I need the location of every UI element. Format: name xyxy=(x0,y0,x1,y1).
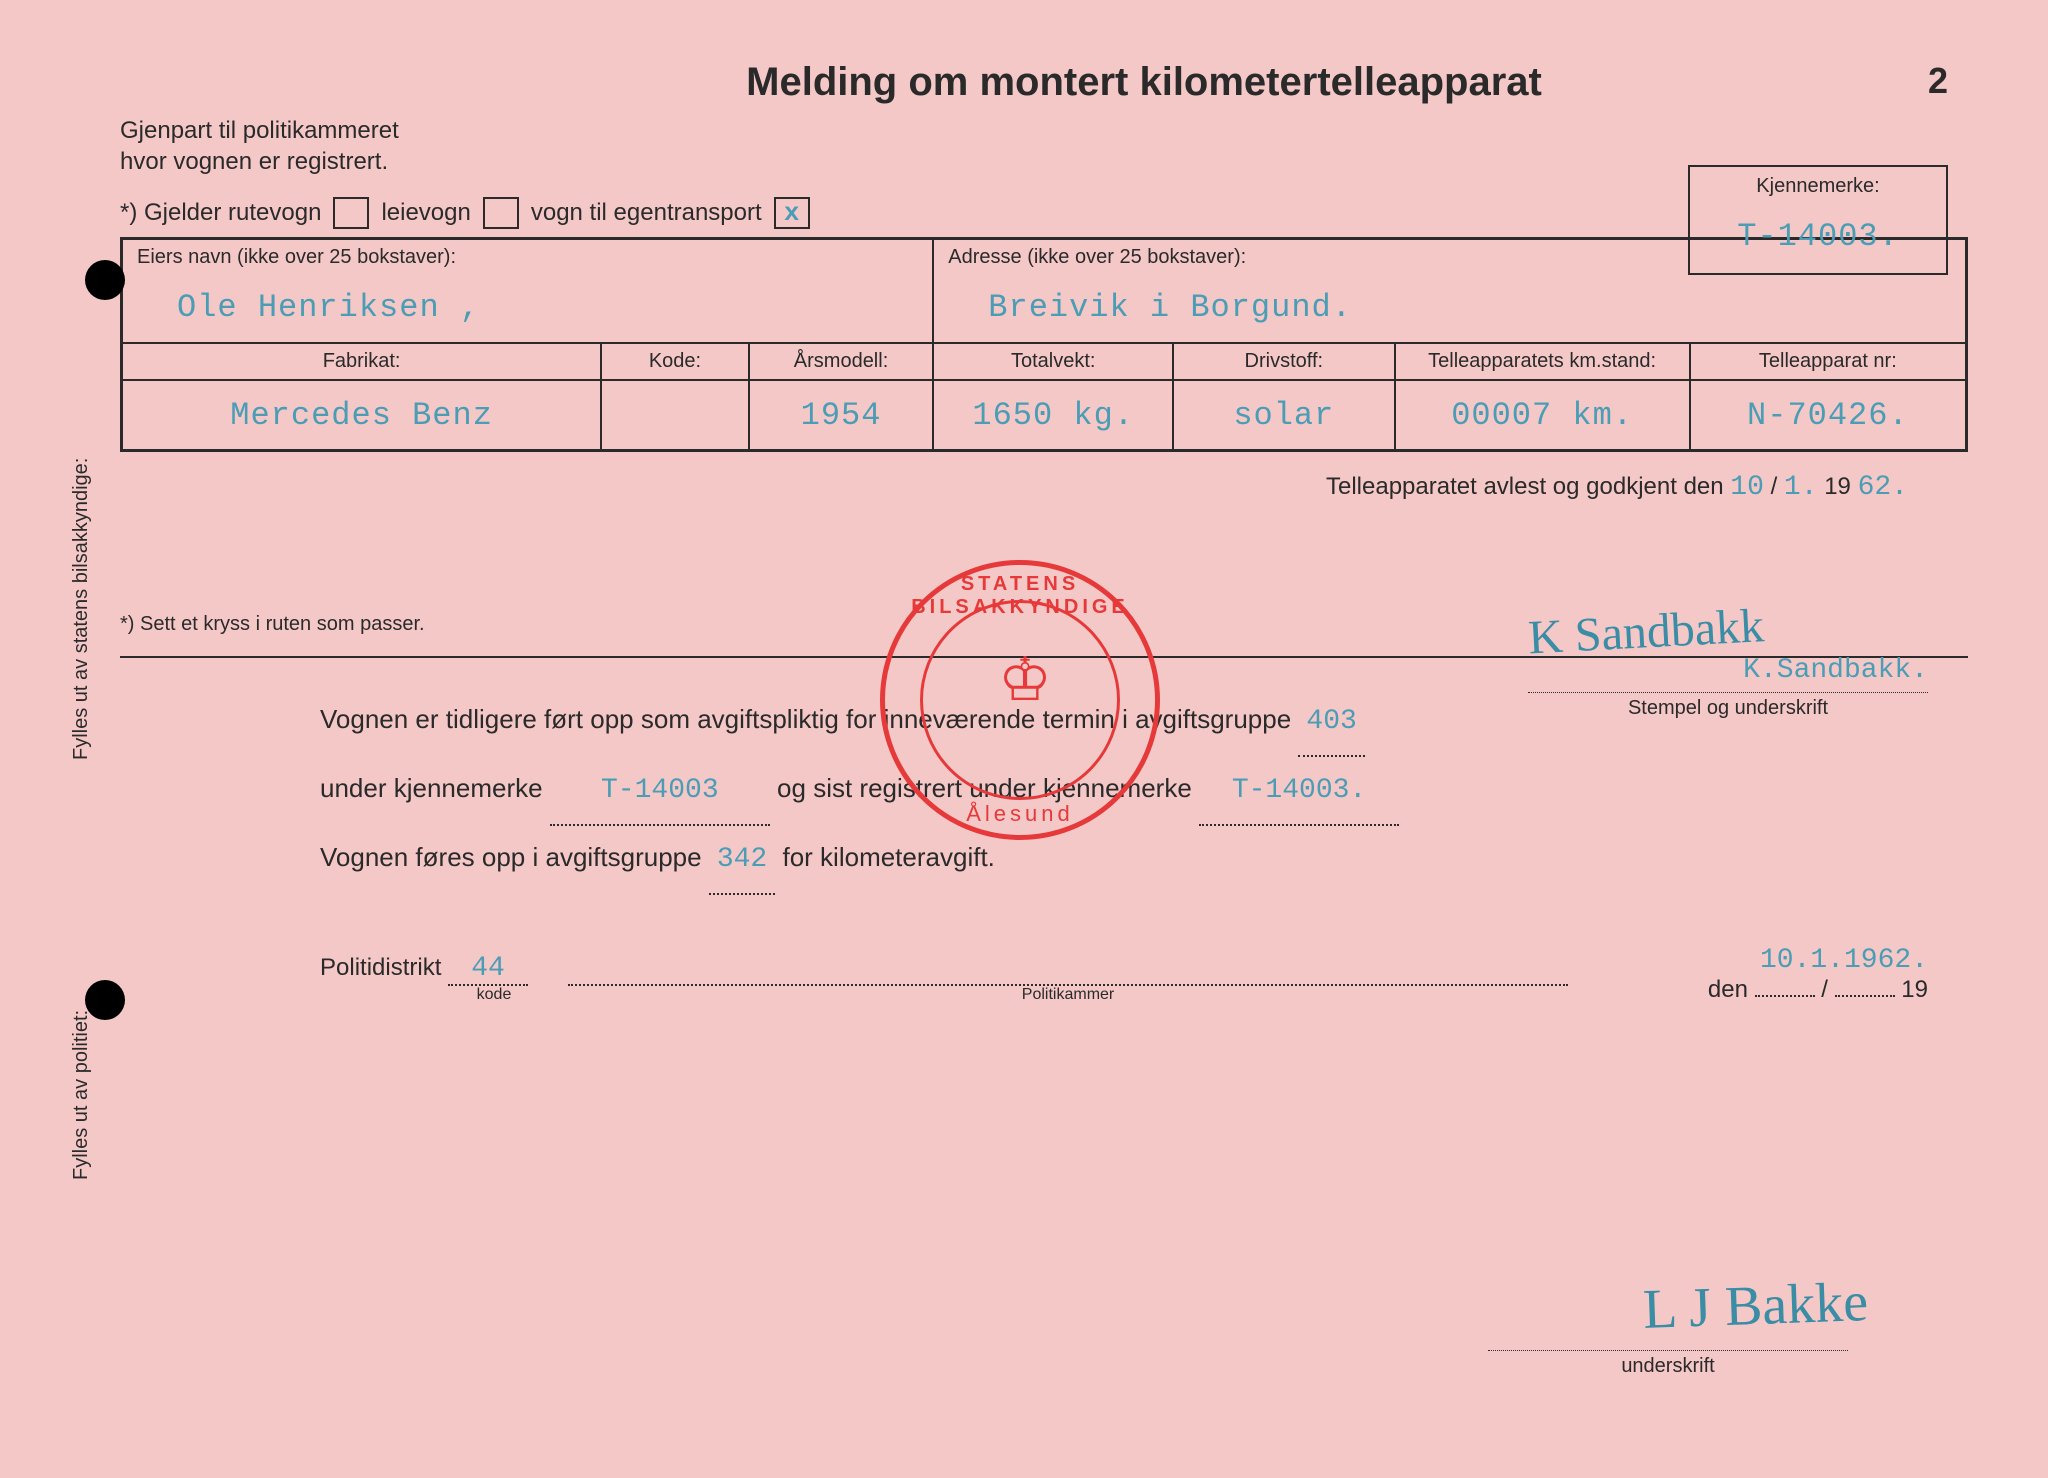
kjennemerke-2: T-14003. xyxy=(1199,757,1399,826)
avgiftsgruppe-1: 403 xyxy=(1298,688,1364,757)
kjennemerke-value: T-14003. xyxy=(1702,218,1934,255)
lower-line3a-text: Vognen føres opp i avgiftsgruppe xyxy=(320,842,702,872)
politikammer-sublabel: Politikammer xyxy=(568,986,1568,1004)
page-number: 2 xyxy=(1928,60,1948,102)
politidistrikt-label: Politidistrikt xyxy=(320,954,441,981)
checkbox-label-leievogn: leievogn xyxy=(381,199,470,227)
subtitle-line-1: Gjenpart til politikammeret xyxy=(120,115,1968,146)
kjennemerke-label: Kjennemerke: xyxy=(1702,175,1934,198)
kmstand-label: Telleapparatets km.stand: xyxy=(1410,350,1675,373)
slash: / xyxy=(1821,976,1828,1003)
avlest-year-prefix: 19 xyxy=(1824,473,1851,500)
arsmodell-value: 1954 xyxy=(801,397,882,434)
document-page: 2 Melding om montert kilometertelleappar… xyxy=(0,0,2048,1478)
checkbox-egentransport: x xyxy=(774,197,810,229)
avlest-text: Telleapparatet avlest og godkjent den xyxy=(1326,473,1724,500)
fabrikat-label: Fabrikat: xyxy=(137,350,586,373)
stamp-coat-of-arms-icon: ♔ xyxy=(990,645,1060,745)
owner-name-label: Eiers navn (ikke over 25 bokstaver): xyxy=(137,246,918,269)
owner-address-value: Breivik i Borgund. xyxy=(948,269,1951,336)
side-label-bilsakkyndige: Fylles ut av statens bilsakkyndige: xyxy=(70,280,93,760)
signature-script-2: L J Bakke xyxy=(1642,1270,1869,1342)
arsmodell-label: Årsmodell: xyxy=(764,350,919,373)
telleapparat-value: N-70426. xyxy=(1747,397,1909,434)
punch-hole xyxy=(85,260,125,300)
side-label-politiet: Fylles ut av politiet: xyxy=(70,900,93,1180)
bottom-row: Politidistrikt 44 kode Politikammer 10.1… xyxy=(120,945,1968,1004)
avlest-day: 10 xyxy=(1730,472,1764,503)
underskrift-label: underskrift xyxy=(1488,1350,1848,1378)
kode-sublabel: kode xyxy=(460,986,528,1004)
stamp-text-bottom: Ålesund xyxy=(885,801,1155,827)
nineteen: 19 xyxy=(1901,976,1928,1003)
totalvekt-label: Totalvekt: xyxy=(948,350,1158,373)
checkbox-leievogn xyxy=(483,197,519,229)
kmstand-value: 00007 km. xyxy=(1451,397,1633,434)
telleapparat-label: Telleapparat nr: xyxy=(1705,350,1951,373)
stempel-underskrift-label: Stempel og underskrift xyxy=(1528,692,1928,720)
den-label: den xyxy=(1708,976,1748,1003)
kode-label: Kode: xyxy=(616,350,734,373)
kjennemerke-1: T-14003 xyxy=(550,757,770,826)
avlest-month: 1. xyxy=(1784,472,1818,503)
fabrikat-value: Mercedes Benz xyxy=(230,397,493,434)
lower-line3b-text: for kilometeravgift. xyxy=(782,842,994,872)
punch-hole xyxy=(85,980,125,1020)
checkbox-prefix: *) Gjelder rutevogn xyxy=(120,199,321,227)
drivstoff-value: solar xyxy=(1233,397,1334,434)
lower-line2a-text: under kjennemerke xyxy=(320,773,543,803)
kjennemerke-box: Kjennemerke: T-14003. xyxy=(1688,165,1948,275)
drivstoff-label: Drivstoff: xyxy=(1188,350,1379,373)
politidistrikt-value: 44 xyxy=(448,953,528,986)
signature-area-1: K Sandbakk K.Sandbakk. Stempel og unders… xyxy=(1528,600,1928,720)
official-stamp: STATENS BILSAKKYNDIGE ♔ Ålesund xyxy=(880,560,1160,840)
checkbox-rutevogn xyxy=(333,197,369,229)
avgiftsgruppe-2: 342 xyxy=(709,826,775,895)
totalvekt-value: 1650 kg. xyxy=(972,397,1134,434)
form-title: Melding om montert kilometertelleapparat xyxy=(320,60,1968,105)
bottom-date-typed: 10.1.1962. xyxy=(1608,945,1928,976)
avlest-year-suffix: 62. xyxy=(1858,472,1908,503)
checkbox-label-egentransport: vogn til egentransport xyxy=(531,199,762,227)
avlest-line: Telleapparatet avlest og godkjent den 10… xyxy=(120,472,1968,503)
owner-name-value: Ole Henriksen , xyxy=(137,269,918,336)
